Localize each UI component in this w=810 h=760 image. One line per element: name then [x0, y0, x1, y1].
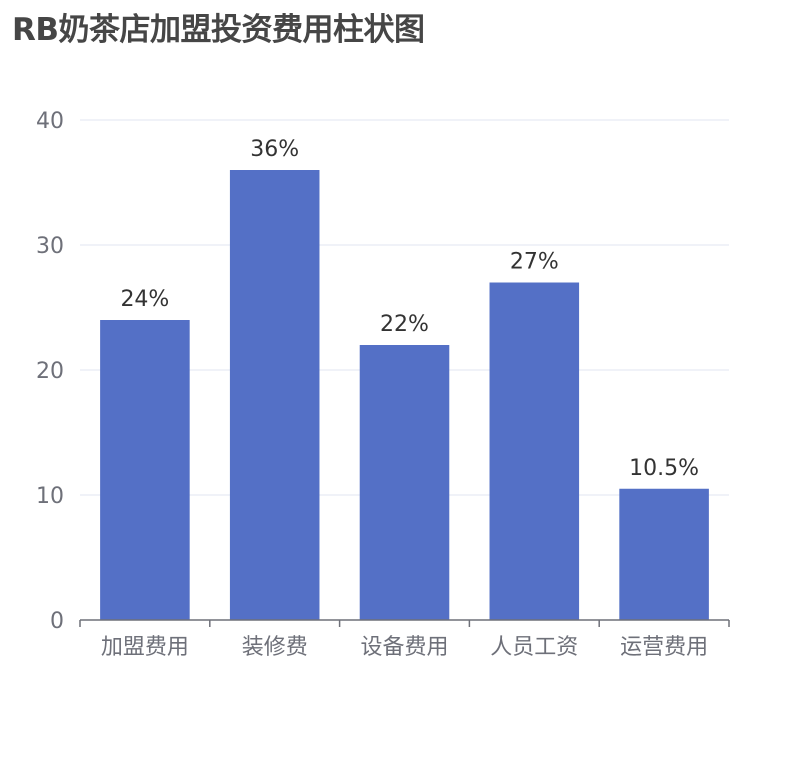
data-label: 36%: [250, 137, 299, 162]
bar[interactable]: [489, 282, 580, 621]
bar[interactable]: [229, 170, 320, 620]
data-label: 10.5%: [629, 456, 699, 481]
y-tick-label: 10: [36, 484, 64, 509]
bar[interactable]: [100, 320, 190, 620]
chart-title: RB奶茶店加盟投资费用柱状图: [12, 12, 425, 48]
data-label: 27%: [510, 250, 559, 275]
y-tick-label: 0: [50, 609, 64, 634]
data-label: 24%: [120, 287, 169, 312]
data-labels: 24% 36% 22% 27% 10.5%: [120, 137, 699, 481]
bars: [100, 170, 709, 620]
data-label: 22%: [380, 312, 429, 337]
bar[interactable]: [619, 488, 709, 620]
bar[interactable]: [359, 345, 450, 620]
axes: 0 10 20 30 40 加盟费用 装修费 设备费用 人员工资 运营费用: [36, 109, 730, 660]
x-tick-label: 装修费: [242, 635, 308, 660]
x-tick-label: 加盟费用: [101, 635, 189, 660]
x-tick-label: 人员工资: [490, 635, 578, 660]
y-tick-label: 30: [36, 234, 64, 259]
x-tick-label: 运营费用: [620, 635, 708, 660]
y-tick-label: 20: [36, 359, 64, 384]
y-tick-label: 40: [36, 109, 64, 134]
x-tick-label: 设备费用: [360, 635, 448, 660]
